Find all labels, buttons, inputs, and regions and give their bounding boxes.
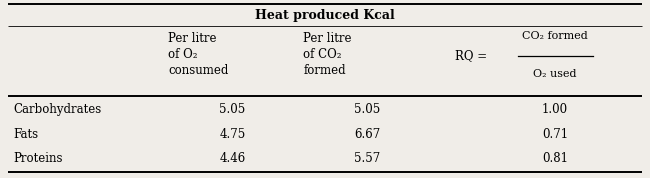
Text: Proteins: Proteins <box>13 153 62 166</box>
Text: Per litre
of O₂
consumed: Per litre of O₂ consumed <box>168 33 229 77</box>
Text: 0.81: 0.81 <box>542 153 568 166</box>
Text: Per litre
of CO₂
formed: Per litre of CO₂ formed <box>304 33 352 77</box>
Text: Heat produced Kcal: Heat produced Kcal <box>255 9 395 22</box>
Text: Carbohydrates: Carbohydrates <box>13 103 101 116</box>
Text: RQ =: RQ = <box>455 49 487 62</box>
Text: 5.57: 5.57 <box>354 153 381 166</box>
Text: 0.71: 0.71 <box>542 127 568 140</box>
Text: 4.46: 4.46 <box>220 153 246 166</box>
Text: 4.75: 4.75 <box>220 127 246 140</box>
Text: CO₂ formed: CO₂ formed <box>522 31 588 41</box>
Text: O₂ used: O₂ used <box>533 69 577 79</box>
Text: Fats: Fats <box>13 127 38 140</box>
Text: 1.00: 1.00 <box>542 103 568 116</box>
Text: 6.67: 6.67 <box>354 127 381 140</box>
Text: 5.05: 5.05 <box>220 103 246 116</box>
Text: 5.05: 5.05 <box>354 103 381 116</box>
